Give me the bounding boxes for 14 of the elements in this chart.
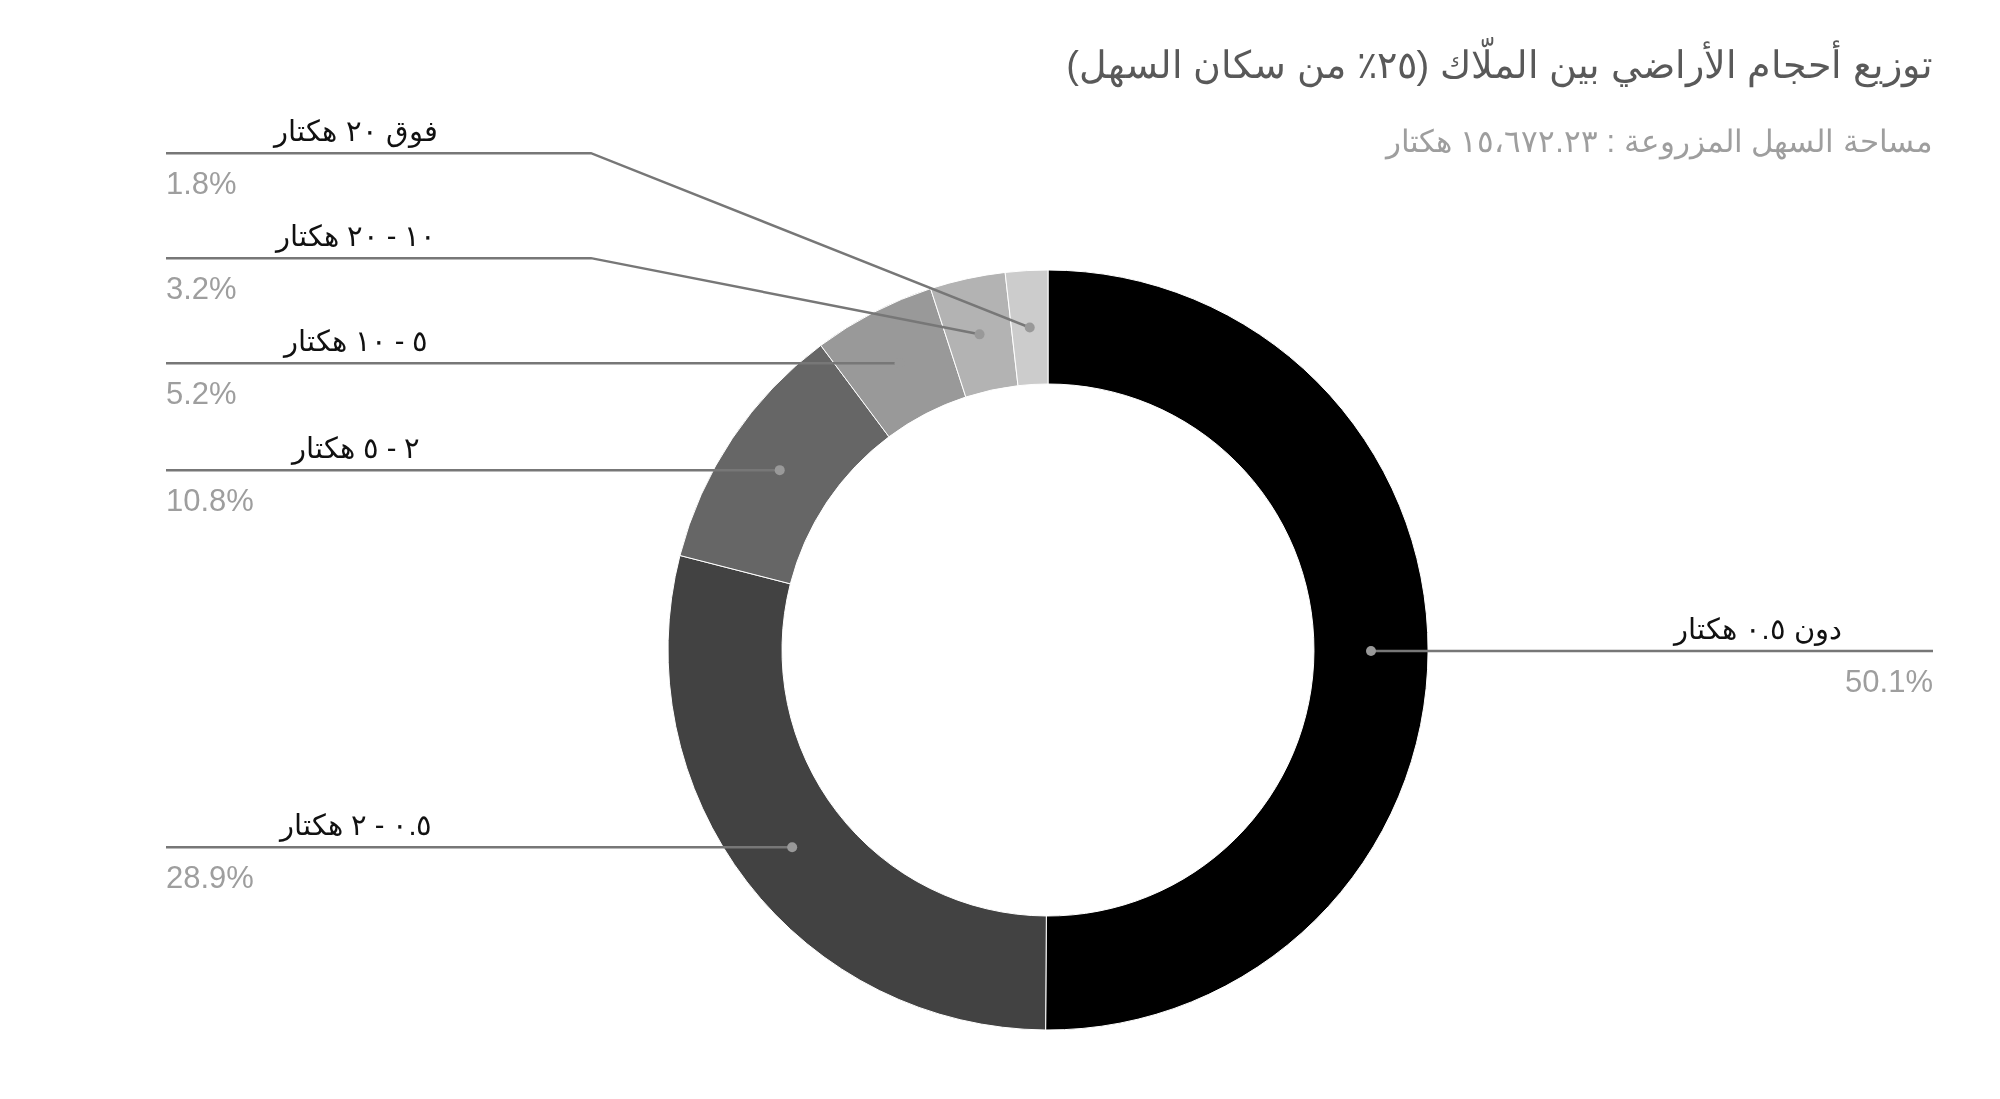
chart-subtitle: مساحة السهل المزروعة : ١٥،٦٧٢.٢٣ هكتار bbox=[1383, 124, 1933, 160]
slice-label: ٥ - ١٠ هكتار bbox=[281, 325, 429, 360]
data-label: 1.8% bbox=[166, 166, 237, 202]
data-label: 5.2% bbox=[166, 376, 237, 412]
data-label: 10.8% bbox=[166, 483, 254, 519]
slice-label: دون ٠.٥ هكتار bbox=[1672, 613, 1842, 648]
data-label: 50.1% bbox=[1845, 664, 1933, 700]
slice-label: فوق ٢٠ هكتار bbox=[272, 115, 438, 150]
chart-title: توزيع أحجام الأراضي بين الملّاك (٢٥٪ من سكان السهل) bbox=[1066, 36, 1933, 88]
slice-label: ٢ - ٥ هكتار bbox=[289, 432, 421, 467]
slice-label: ١٠ - ٢٠ هكتار bbox=[273, 220, 437, 255]
data-label: 28.9% bbox=[166, 860, 254, 896]
slice-label: ٠.٥ - ٢ هكتار bbox=[277, 809, 433, 844]
data-label: 3.2% bbox=[166, 271, 237, 307]
